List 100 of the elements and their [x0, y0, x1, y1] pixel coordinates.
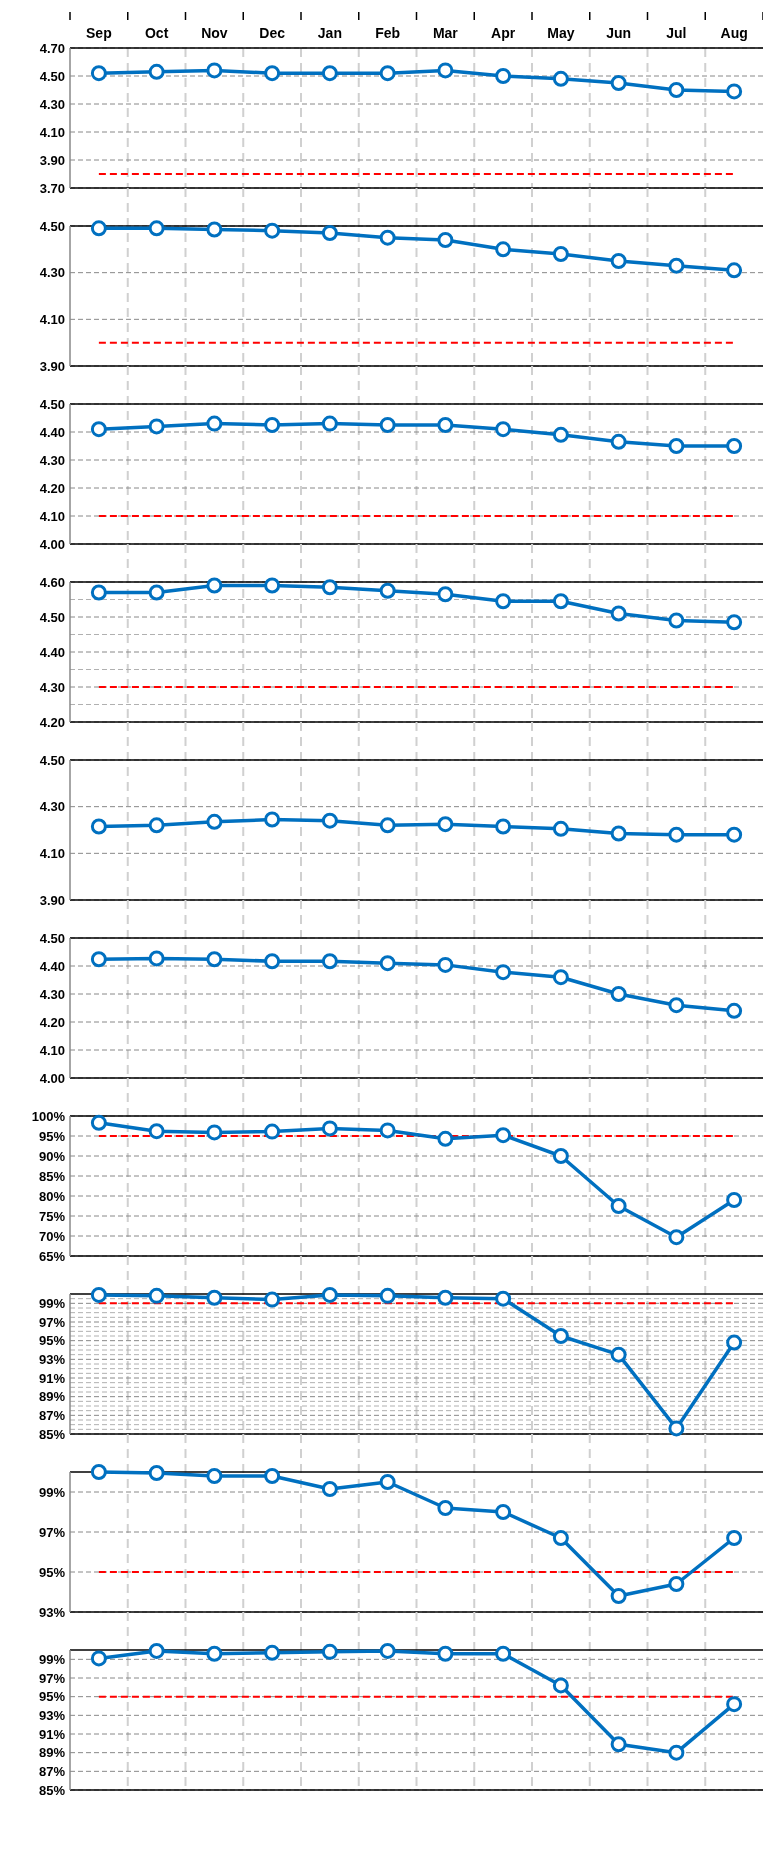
point: [264, 417, 281, 433]
y-tick-label: 4.30: [39, 265, 65, 281]
y-tick-label: 4.50: [39, 68, 65, 84]
point: [321, 415, 338, 432]
point: [206, 415, 223, 432]
y-tick-label: 95%: [38, 1333, 66, 1349]
y-tick-label: 4.10: [39, 124, 65, 140]
point: [668, 438, 685, 454]
y-tick-label: 3.90: [39, 152, 65, 168]
point: [264, 953, 281, 970]
point: [437, 417, 454, 433]
point: [437, 62, 454, 79]
point: [321, 1481, 338, 1497]
y-tick-label: 4.50: [39, 930, 65, 946]
y-tick-label: 85%: [38, 1782, 66, 1798]
y-tick-label: 3.90: [39, 892, 65, 908]
point: [668, 826, 685, 843]
point: [552, 70, 569, 87]
point: [726, 262, 743, 279]
point: [148, 1287, 165, 1304]
point: [148, 950, 165, 967]
y-tick-label: 4.60: [39, 574, 65, 590]
point: [552, 246, 569, 262]
point: [206, 62, 223, 79]
point: [726, 1530, 743, 1546]
point: [726, 614, 743, 631]
point: [148, 1123, 165, 1140]
y-tick-label: 4.30: [39, 799, 65, 815]
point: [264, 1644, 281, 1661]
x-tick-label: Feb: [375, 25, 401, 41]
point: [90, 1464, 107, 1480]
y-tick-label: 87%: [38, 1763, 66, 1779]
y-tick-label: 4.20: [39, 480, 65, 496]
point: [321, 225, 338, 241]
point: [668, 1420, 685, 1437]
x-tick-label: Aug: [720, 25, 748, 41]
y-tick-label: 93%: [38, 1707, 66, 1723]
x-tick-label: Jul: [666, 25, 687, 41]
point: [206, 1289, 223, 1306]
y-tick-label: 4.50: [39, 396, 65, 412]
y-tick-label: 4.40: [39, 644, 65, 660]
y-tick-label: 4.50: [39, 752, 65, 768]
point: [264, 1123, 281, 1140]
point: [90, 951, 107, 968]
point: [726, 1696, 743, 1713]
point: [552, 1530, 569, 1546]
point: [437, 816, 454, 833]
point: [264, 577, 281, 594]
y-tick-label: 99%: [38, 1484, 66, 1500]
point: [206, 1645, 223, 1662]
y-tick-label: 4.10: [39, 845, 65, 861]
point: [610, 605, 627, 622]
y-tick-label: 4.30: [39, 452, 65, 468]
point: [668, 1576, 685, 1592]
point: [437, 232, 454, 248]
point: [206, 813, 223, 830]
point: [495, 1645, 512, 1662]
point: [148, 418, 165, 435]
x-tick-label: Apr: [491, 25, 516, 41]
point: [264, 811, 281, 828]
y-tick-label: 4.20: [39, 1014, 65, 1030]
point: [206, 1124, 223, 1141]
point: [610, 1588, 627, 1604]
point: [321, 812, 338, 829]
point: [610, 1198, 627, 1214]
point: [321, 579, 338, 596]
point: [206, 577, 223, 594]
point: [668, 1229, 685, 1246]
point: [148, 1642, 165, 1659]
y-tick-label: 3.70: [39, 180, 65, 196]
y-tick-label: 95%: [38, 1689, 66, 1705]
y-tick-label: 4.30: [39, 986, 65, 1002]
point: [264, 1291, 281, 1308]
point: [610, 75, 627, 91]
y-tick-label: 4.10: [39, 1042, 65, 1058]
point: [90, 1650, 107, 1667]
y-tick-label: 65%: [38, 1248, 66, 1264]
y-tick-label: 97%: [38, 1670, 66, 1686]
point: [668, 1744, 685, 1761]
point: [610, 1346, 627, 1363]
y-tick-label: 97%: [38, 1314, 66, 1330]
y-tick-label: 93%: [38, 1351, 66, 1367]
point: [495, 1504, 512, 1520]
point: [495, 421, 512, 438]
point: [668, 612, 685, 629]
point: [379, 1122, 396, 1139]
y-tick-label: 80%: [38, 1188, 66, 1204]
point: [726, 1334, 743, 1351]
point: [90, 584, 107, 601]
point: [206, 1468, 223, 1484]
y-tick-label: 99%: [38, 1651, 66, 1667]
x-tick-label: Jun: [606, 25, 632, 41]
point: [379, 582, 396, 599]
point: [379, 1474, 396, 1490]
point: [726, 83, 743, 100]
y-tick-label: 4.10: [39, 508, 65, 524]
x-tick-label: Nov: [201, 25, 228, 41]
point: [90, 1114, 107, 1131]
point: [148, 1465, 165, 1481]
x-tick-label: May: [547, 25, 575, 41]
